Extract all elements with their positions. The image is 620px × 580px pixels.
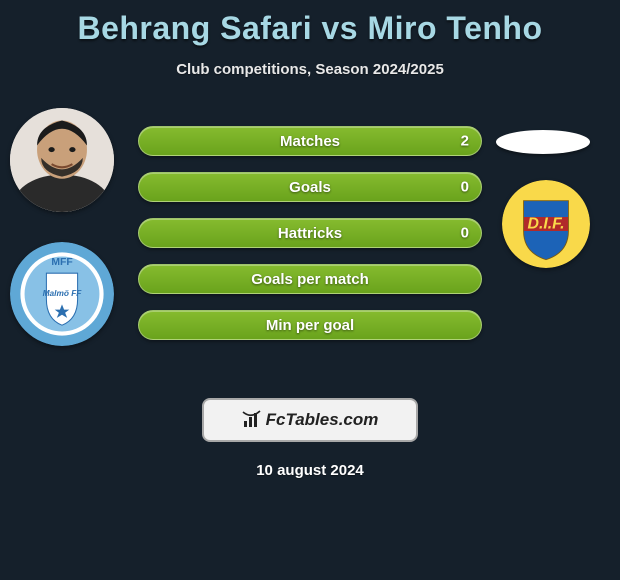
- date-line: 10 august 2024: [0, 462, 620, 479]
- right-club-badge: D.I.F.: [502, 180, 590, 268]
- left-club-badge: MFF Malmö FF: [10, 242, 114, 346]
- stat-label: Hattricks: [278, 225, 342, 242]
- stat-label: Goals: [289, 179, 331, 196]
- subtitle: Club competitions, Season 2024/2025: [0, 61, 620, 78]
- stat-right-value: 0: [461, 225, 469, 242]
- stat-row-hattricks: Hattricks 0: [138, 218, 482, 248]
- page-title: Behrang Safari vs Miro Tenho: [0, 0, 620, 47]
- site-name: FcTables.com: [266, 410, 379, 430]
- djurgarden-badge-icon: D.I.F.: [502, 180, 590, 268]
- svg-text:Malmö FF: Malmö FF: [43, 288, 83, 298]
- bar-chart-icon: [242, 410, 262, 430]
- svg-text:D.I.F.: D.I.F.: [528, 215, 565, 232]
- stat-right-value: 0: [461, 179, 469, 196]
- stat-row-matches: Matches 2: [138, 126, 482, 156]
- site-badge: FcTables.com: [202, 398, 418, 442]
- avatar-placeholder-icon: [10, 108, 114, 212]
- right-player-avatar: [496, 130, 590, 154]
- malmo-badge-icon: MFF Malmö FF: [10, 242, 114, 346]
- stat-label: Min per goal: [266, 317, 354, 334]
- stat-row-goals: Goals 0: [138, 172, 482, 202]
- stat-row-goals-per-match: Goals per match: [138, 264, 482, 294]
- comparison-panel: MFF Malmö FF D.I.F. Matches 2: [0, 108, 620, 388]
- stat-label: Goals per match: [251, 271, 369, 288]
- svg-text:MFF: MFF: [51, 257, 72, 268]
- left-player-avatar: [10, 108, 114, 212]
- stat-right-value: 2: [461, 133, 469, 150]
- stat-bars: Matches 2 Goals 0 Hattricks 0 Goals per …: [138, 126, 482, 356]
- left-player-column: MFF Malmö FF: [10, 108, 130, 346]
- stat-label: Matches: [280, 133, 340, 150]
- stat-row-min-per-goal: Min per goal: [138, 310, 482, 340]
